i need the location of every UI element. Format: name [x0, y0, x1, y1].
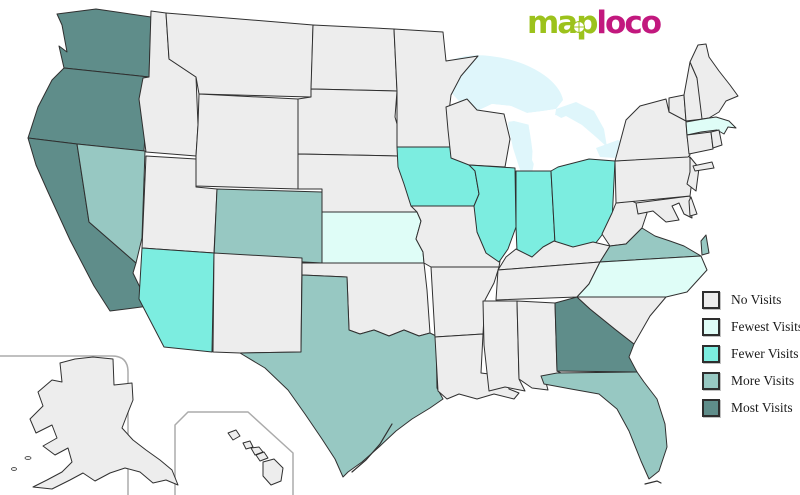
state-ny-long-island: [692, 161, 715, 172]
legend-item-more-visits: More Visits: [702, 372, 800, 390]
state-ak: [29, 356, 179, 490]
legend-swatch-no-visits: [702, 291, 720, 309]
state-pa: [614, 154, 695, 204]
state-de: [688, 196, 698, 217]
legend-label-most-visits: Most Visits: [731, 400, 793, 415]
legend-label-no-visits: No Visits: [731, 292, 782, 307]
state-wi: [445, 98, 511, 168]
state-nc: [576, 255, 708, 298]
state-wa: [56, 8, 152, 78]
legend-item-fewest-visits: Fewest Visits: [702, 318, 800, 336]
padre-island-coastline: [351, 423, 393, 473]
florida-keys: [644, 480, 662, 485]
state-hi-big-island: [262, 458, 284, 486]
legend-swatch-more-visits: [702, 372, 720, 390]
legend-item-fewer-visits: Fewer Visits: [702, 345, 800, 363]
state-az: [138, 247, 215, 353]
state-sd: [297, 88, 402, 157]
legend-swatch-fewer-visits: [702, 345, 720, 363]
maploco-logo[interactable]: maploco: [527, 5, 662, 41]
hawaii-inset-border: [174, 411, 294, 495]
state-ma: [685, 116, 737, 136]
state-wy: [195, 93, 299, 190]
state-co: [213, 188, 323, 264]
state-va: [599, 227, 702, 263]
state-ct: [686, 131, 714, 155]
aleutian-island: [24, 456, 32, 460]
state-tx: [239, 274, 444, 478]
state-hi-kauai: [227, 429, 241, 441]
state-hi-maui: [255, 451, 269, 462]
state-ks: [321, 211, 425, 264]
logo-map-text: map: [527, 5, 598, 41]
lake-huron: [554, 102, 607, 147]
state-fl: [540, 371, 668, 480]
state-va-eastern-shore: [700, 234, 710, 256]
state-ri: [710, 129, 723, 149]
legend-item-most-visits: Most Visits: [702, 399, 800, 417]
state-or: [27, 67, 150, 152]
lake-superior: [437, 55, 563, 113]
aleutian-island: [11, 467, 17, 471]
logo-loco-text: loco: [596, 5, 662, 41]
legend-label-more-visits: More Visits: [731, 373, 795, 388]
state-hi-oahu: [242, 440, 254, 450]
legend-label-fewer-visits: Fewer Visits: [731, 346, 799, 361]
state-nv: [76, 143, 146, 264]
legend-swatch-most-visits: [702, 399, 720, 417]
legend-swatch-fewest-visits: [702, 318, 720, 336]
globe-icon: [573, 21, 585, 33]
legend-item-no-visits: No Visits: [702, 291, 800, 309]
state-nd: [310, 24, 398, 92]
state-mn: [393, 28, 479, 148]
legend-label-fewest-visits: Fewest Visits: [731, 319, 800, 334]
alaska-inset-border: [0, 355, 129, 495]
lake-michigan: [508, 108, 534, 178]
state-nm: [212, 252, 303, 354]
map-legend: No Visits Fewest Visits Fewer Visits Mor…: [702, 291, 800, 426]
